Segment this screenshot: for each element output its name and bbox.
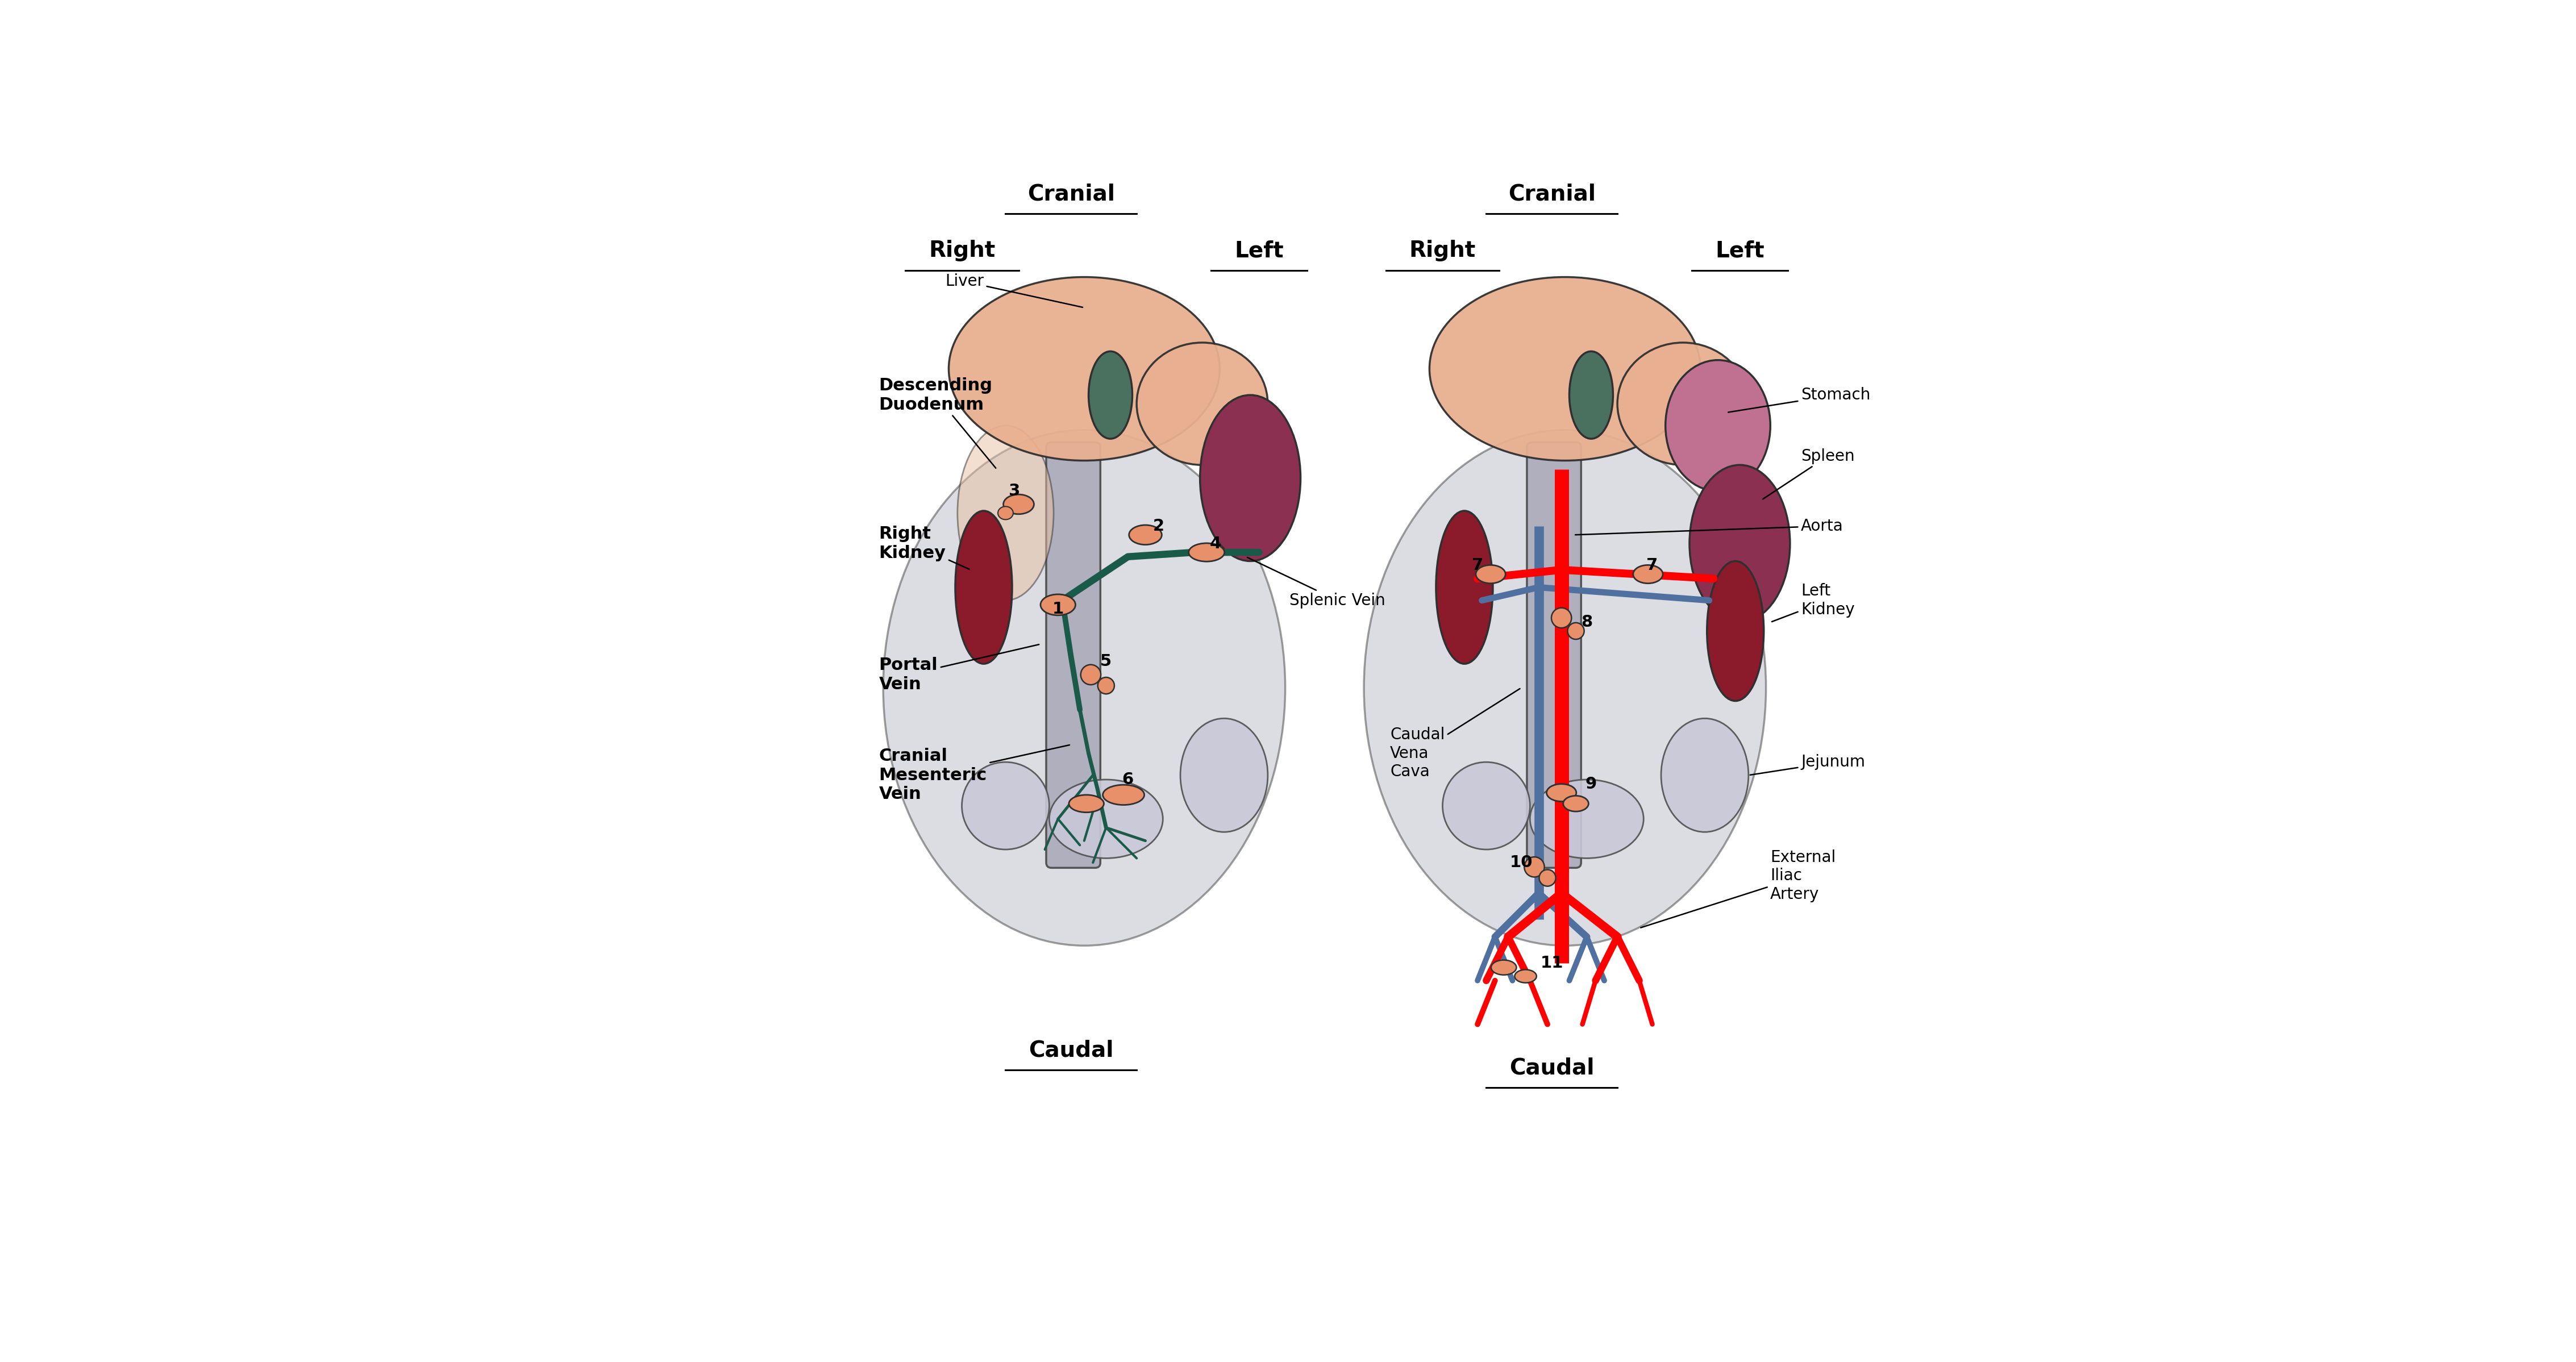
Text: Liver: Liver bbox=[945, 274, 1082, 308]
Text: 1: 1 bbox=[1051, 601, 1064, 617]
Text: 6: 6 bbox=[1123, 772, 1133, 787]
Ellipse shape bbox=[1530, 779, 1643, 858]
Circle shape bbox=[1082, 665, 1100, 685]
Text: 10: 10 bbox=[1510, 854, 1533, 870]
Ellipse shape bbox=[1708, 561, 1765, 701]
Text: Spleen: Spleen bbox=[1762, 448, 1855, 498]
Ellipse shape bbox=[1569, 351, 1613, 439]
Ellipse shape bbox=[1103, 785, 1144, 805]
Ellipse shape bbox=[1048, 779, 1162, 858]
Ellipse shape bbox=[1546, 785, 1577, 801]
Text: 5: 5 bbox=[1100, 654, 1113, 670]
Ellipse shape bbox=[1363, 430, 1767, 945]
Ellipse shape bbox=[1476, 565, 1504, 583]
Circle shape bbox=[1551, 607, 1571, 628]
Ellipse shape bbox=[1005, 494, 1033, 513]
Text: Left: Left bbox=[1234, 240, 1283, 262]
Ellipse shape bbox=[1136, 343, 1267, 464]
Text: Aorta: Aorta bbox=[1577, 518, 1844, 535]
Text: 2: 2 bbox=[1154, 518, 1164, 534]
Text: 4: 4 bbox=[1211, 535, 1221, 552]
Text: Stomach: Stomach bbox=[1728, 387, 1870, 413]
Ellipse shape bbox=[1667, 360, 1770, 492]
Ellipse shape bbox=[1492, 960, 1517, 975]
Text: Left: Left bbox=[1716, 240, 1765, 262]
Ellipse shape bbox=[956, 511, 1012, 663]
Ellipse shape bbox=[1200, 395, 1301, 561]
Circle shape bbox=[1097, 677, 1115, 693]
Text: 7: 7 bbox=[1646, 557, 1659, 573]
Ellipse shape bbox=[1435, 511, 1494, 663]
Ellipse shape bbox=[1430, 276, 1700, 460]
Text: Splenic Vein: Splenic Vein bbox=[1247, 557, 1386, 609]
Ellipse shape bbox=[948, 276, 1218, 460]
Text: Cranial
Mesenteric
Vein: Cranial Mesenteric Vein bbox=[878, 745, 1069, 802]
Text: Caudal
Vena
Cava: Caudal Vena Cava bbox=[1391, 689, 1520, 779]
Text: Right: Right bbox=[927, 240, 994, 262]
Ellipse shape bbox=[1188, 543, 1224, 561]
Text: Right
Kidney: Right Kidney bbox=[878, 526, 969, 569]
Text: 9: 9 bbox=[1584, 776, 1597, 791]
Ellipse shape bbox=[961, 763, 1048, 850]
Ellipse shape bbox=[1090, 351, 1133, 439]
Ellipse shape bbox=[1515, 970, 1535, 983]
Ellipse shape bbox=[884, 430, 1285, 945]
Ellipse shape bbox=[1633, 565, 1664, 583]
Ellipse shape bbox=[1041, 594, 1074, 616]
Text: Cranial: Cranial bbox=[1507, 184, 1595, 204]
Text: Portal
Vein: Portal Vein bbox=[878, 644, 1038, 692]
Ellipse shape bbox=[1069, 795, 1105, 812]
Ellipse shape bbox=[1618, 343, 1749, 464]
Text: Descending
Duodenum: Descending Duodenum bbox=[878, 377, 997, 469]
Text: 7: 7 bbox=[1471, 557, 1484, 573]
FancyBboxPatch shape bbox=[1528, 443, 1582, 868]
Ellipse shape bbox=[1128, 524, 1162, 545]
Ellipse shape bbox=[997, 507, 1012, 519]
Text: Caudal: Caudal bbox=[1028, 1039, 1113, 1061]
Ellipse shape bbox=[1564, 795, 1589, 812]
Ellipse shape bbox=[1690, 464, 1790, 622]
Ellipse shape bbox=[1662, 718, 1749, 832]
Text: 8: 8 bbox=[1582, 614, 1592, 631]
Text: External
Iliac
Artery: External Iliac Artery bbox=[1641, 850, 1837, 928]
Ellipse shape bbox=[1443, 763, 1530, 850]
Text: Right: Right bbox=[1409, 240, 1476, 262]
Ellipse shape bbox=[1180, 718, 1267, 832]
Text: 3: 3 bbox=[1007, 484, 1020, 498]
Text: 11: 11 bbox=[1540, 955, 1564, 971]
FancyBboxPatch shape bbox=[1046, 443, 1100, 868]
Text: Cranial: Cranial bbox=[1028, 184, 1115, 204]
Text: Jejunum: Jejunum bbox=[1749, 755, 1865, 775]
Circle shape bbox=[1525, 857, 1546, 877]
Ellipse shape bbox=[958, 425, 1054, 601]
Circle shape bbox=[1538, 869, 1556, 887]
Circle shape bbox=[1569, 622, 1584, 639]
Text: Left
Kidney: Left Kidney bbox=[1772, 583, 1855, 621]
Text: Caudal: Caudal bbox=[1510, 1057, 1595, 1079]
